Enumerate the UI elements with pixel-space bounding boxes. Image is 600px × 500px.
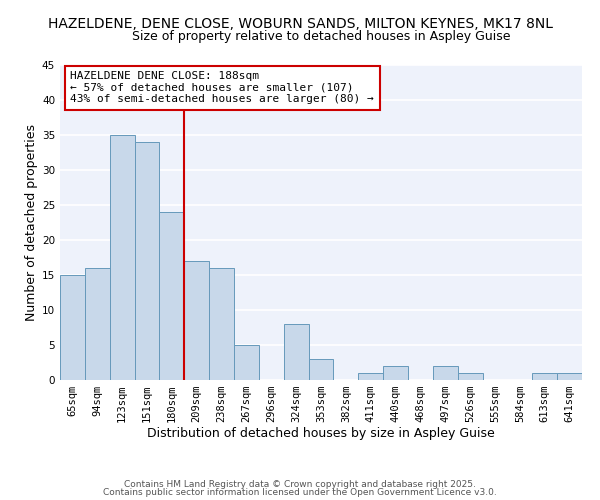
Title: Size of property relative to detached houses in Aspley Guise: Size of property relative to detached ho… [132, 30, 510, 43]
Bar [383, 366, 408, 380]
Bar [458, 373, 482, 380]
Text: HAZELDENE, DENE CLOSE, WOBURN SANDS, MILTON KEYNES, MK17 8NL: HAZELDENE, DENE CLOSE, WOBURN SANDS, MIL… [47, 18, 553, 32]
Bar [110, 135, 134, 380]
Bar [184, 261, 209, 380]
Bar [134, 142, 160, 380]
Bar [85, 268, 110, 380]
Bar [209, 268, 234, 380]
Bar [557, 373, 582, 380]
Bar [60, 275, 85, 380]
Text: Contains HM Land Registry data © Crown copyright and database right 2025.: Contains HM Land Registry data © Crown c… [124, 480, 476, 489]
Bar [160, 212, 184, 380]
Text: Contains public sector information licensed under the Open Government Licence v3: Contains public sector information licen… [103, 488, 497, 497]
Bar [234, 345, 259, 380]
Y-axis label: Number of detached properties: Number of detached properties [25, 124, 38, 321]
Bar [308, 359, 334, 380]
Bar [358, 373, 383, 380]
Bar [433, 366, 458, 380]
Text: HAZELDENE DENE CLOSE: 188sqm
← 57% of detached houses are smaller (107)
43% of s: HAZELDENE DENE CLOSE: 188sqm ← 57% of de… [70, 72, 374, 104]
X-axis label: Distribution of detached houses by size in Aspley Guise: Distribution of detached houses by size … [147, 426, 495, 440]
Bar [532, 373, 557, 380]
Bar [284, 324, 308, 380]
